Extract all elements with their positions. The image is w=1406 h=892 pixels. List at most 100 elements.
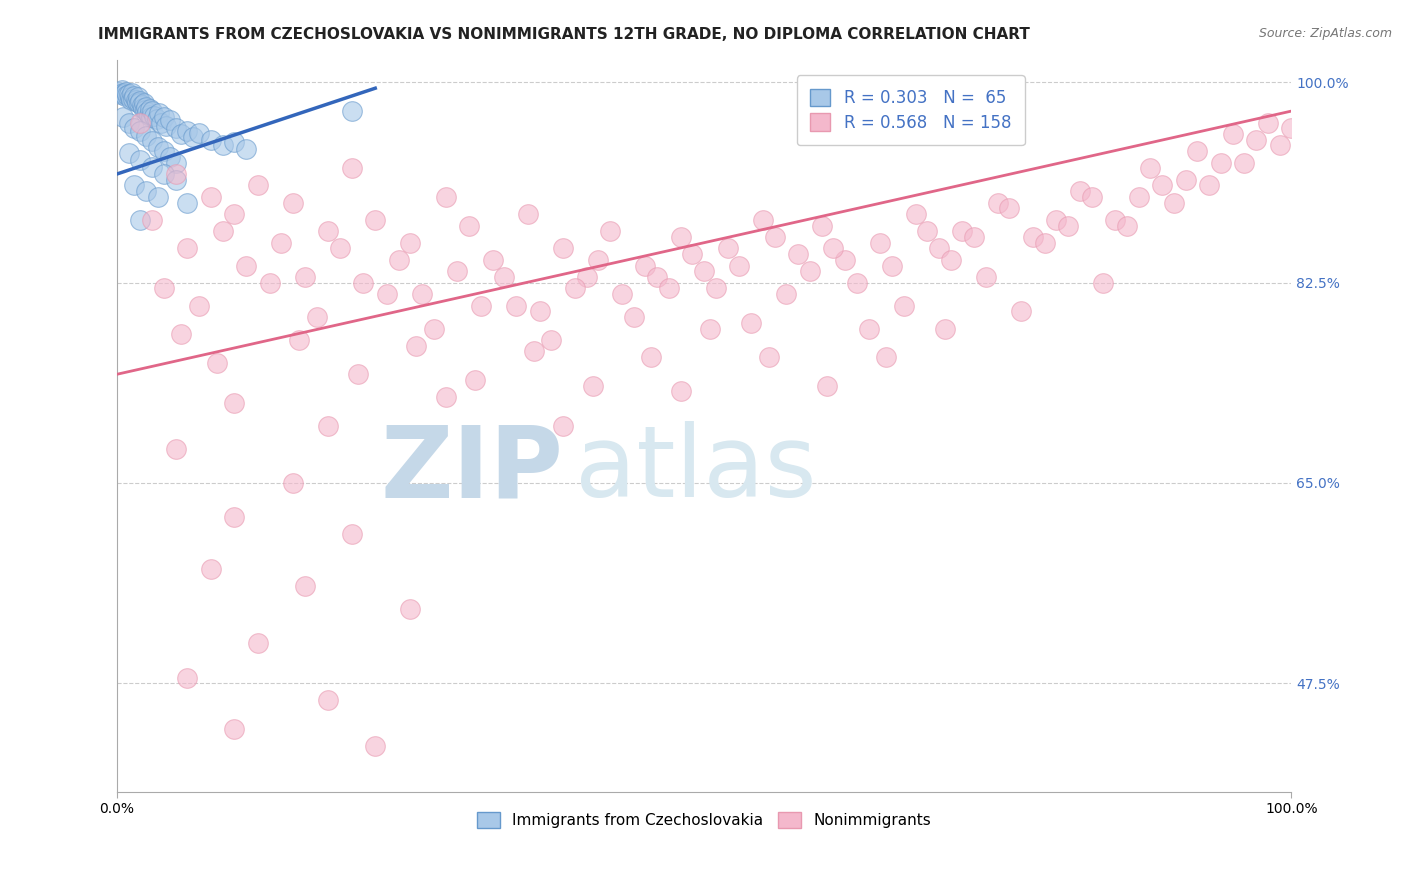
Point [117, 115, 139, 129]
Text: IMMIGRANTS FROM CZECHOSLOVAKIA VS NONIMMIGRANTS 12TH GRADE, NO DIPLOMA CORRELATI: IMMIGRANTS FROM CZECHOSLOVAKIA VS NONIMM… [98, 27, 1031, 42]
Point [288, 333, 311, 347]
Point [176, 241, 198, 255]
Point [316, 224, 339, 238]
Point [1069, 184, 1091, 198]
Point [1187, 144, 1209, 158]
Point [110, 87, 132, 101]
Point [135, 99, 157, 113]
Point [153, 110, 176, 124]
Point [129, 153, 152, 168]
Point [340, 161, 363, 176]
Point [153, 144, 176, 158]
Point [599, 224, 621, 238]
Point [1128, 190, 1150, 204]
Point [176, 195, 198, 210]
Point [681, 247, 703, 261]
Point [810, 219, 832, 233]
Point [1222, 127, 1244, 141]
Point [799, 264, 821, 278]
Point [125, 95, 148, 109]
Point [129, 123, 152, 137]
Point [200, 133, 222, 147]
Point [645, 270, 668, 285]
Point [553, 418, 575, 433]
Point [869, 235, 891, 250]
Point [434, 190, 457, 204]
Point [128, 96, 150, 111]
Point [155, 119, 177, 133]
Point [141, 134, 163, 148]
Point [129, 212, 152, 227]
Point [135, 129, 157, 144]
Point [176, 123, 198, 137]
Point [1198, 178, 1220, 193]
Point [134, 103, 156, 117]
Point [129, 94, 152, 108]
Point [108, 85, 131, 99]
Point [815, 378, 838, 392]
Point [146, 112, 169, 127]
Point [159, 150, 181, 164]
Point [165, 173, 187, 187]
Point [952, 224, 974, 238]
Point [1104, 212, 1126, 227]
Point [141, 160, 163, 174]
Point [159, 113, 181, 128]
Point [146, 190, 169, 204]
Point [316, 693, 339, 707]
Point [141, 104, 163, 119]
Point [153, 281, 176, 295]
Point [758, 350, 780, 364]
Point [987, 195, 1010, 210]
Point [1163, 195, 1185, 210]
Point [111, 86, 134, 100]
Point [139, 110, 162, 124]
Point [305, 310, 328, 324]
Point [165, 121, 187, 136]
Point [346, 368, 368, 382]
Point [1092, 276, 1115, 290]
Point [138, 107, 160, 121]
Point [117, 87, 139, 101]
Point [1152, 178, 1174, 193]
Point [658, 281, 681, 295]
Point [200, 190, 222, 204]
Point [516, 207, 538, 221]
Point [399, 235, 422, 250]
Point [124, 93, 146, 107]
Point [1268, 138, 1291, 153]
Point [875, 350, 897, 364]
Point [124, 89, 146, 103]
Point [564, 281, 586, 295]
Point [823, 241, 845, 255]
Point [974, 270, 997, 285]
Point [553, 241, 575, 255]
Point [728, 259, 751, 273]
Point [146, 139, 169, 153]
Point [224, 396, 246, 410]
Point [148, 106, 170, 120]
Point [114, 89, 136, 103]
Point [588, 252, 610, 267]
Point [540, 333, 562, 347]
Point [141, 212, 163, 227]
Point [143, 109, 166, 123]
Point [1233, 155, 1256, 169]
Point [405, 339, 427, 353]
Point [904, 207, 927, 221]
Point [224, 722, 246, 736]
Point [224, 135, 246, 149]
Point [481, 252, 503, 267]
Point [246, 636, 269, 650]
Point [165, 167, 187, 181]
Point [111, 110, 134, 124]
Point [118, 90, 141, 104]
Point [200, 562, 222, 576]
Point [740, 316, 762, 330]
Point [399, 602, 422, 616]
Point [1057, 219, 1080, 233]
Point [364, 739, 387, 754]
Point [259, 276, 281, 290]
Point [434, 390, 457, 404]
Point [188, 126, 211, 140]
